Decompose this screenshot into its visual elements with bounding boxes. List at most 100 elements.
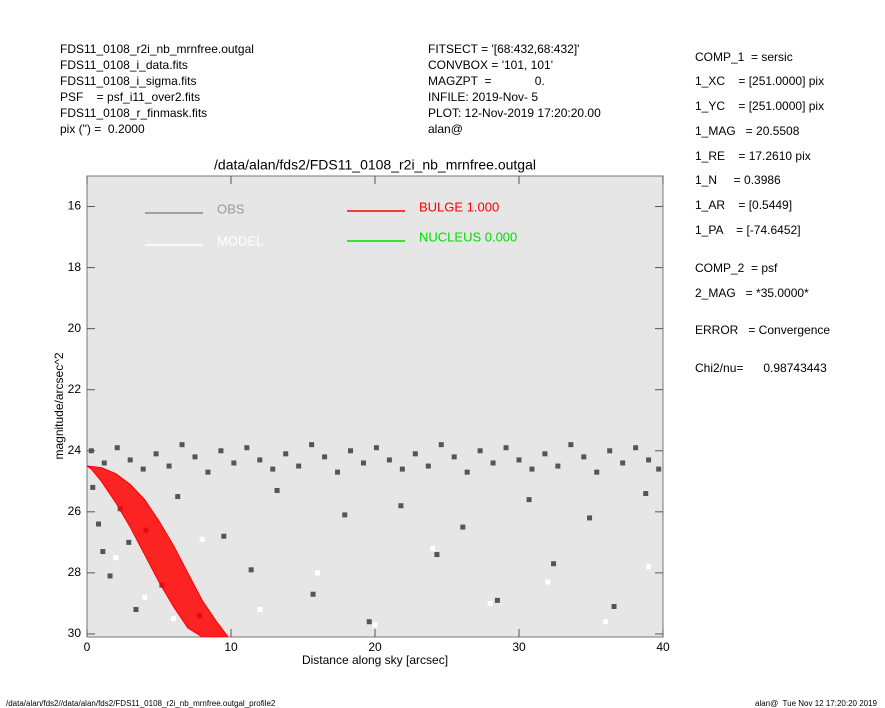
x-axis-label: Distance along sky [arcsec] [302,653,448,667]
header-line: FDS11_0108_r_finmask.fits [60,106,208,120]
header-line: FDS11_0108_i_sigma.fits [60,74,197,88]
data-point [88,448,94,454]
data-point [412,451,418,457]
data-point [581,454,587,460]
panel-line: ERROR = Convergence [695,323,831,337]
data-point [464,469,470,475]
data-point [620,460,626,466]
data-point [257,607,263,613]
header-line: MAGZPT = 0. [428,74,545,88]
data-point [487,600,493,606]
y-tick-label: 22 [68,382,82,396]
x-tick-label: 40 [656,640,670,654]
data-point [231,460,237,466]
panel-line: 1_AR = [0.5449] [695,198,793,212]
data-point [503,445,509,451]
data-point [205,469,211,475]
y-tick-label: 20 [68,321,82,335]
panel-line: COMP_2 = psf [695,261,778,275]
data-point [460,524,466,530]
header-line: FITSECT = '[68:432,68:432]' [428,42,580,56]
data-point [516,457,522,463]
data-point [296,463,302,469]
data-point [602,619,608,625]
data-point [494,597,500,603]
data-point [257,457,263,463]
data-point [366,619,372,625]
header-line: CONVBOX = '101, 101' [428,58,553,72]
data-point [646,457,652,463]
data-point [101,460,107,466]
data-point [199,536,205,542]
data-point [127,457,133,463]
header-line: FDS11_0108_i_data.fits [60,58,188,72]
panel-line: 2_MAG = *35.0000* [695,286,809,300]
data-point [221,533,227,539]
data-point [451,454,457,460]
data-point [179,442,185,448]
data-point [274,487,280,493]
data-point [611,603,617,609]
data-point [398,503,404,509]
data-point [646,564,652,570]
data-point [342,512,348,518]
data-point [113,555,119,561]
data-point [283,451,289,457]
data-point [633,445,639,451]
data-point [348,448,354,454]
y-tick-label: 16 [68,199,82,213]
data-point [107,573,113,579]
panel-line: 1_PA = [-74.6452] [695,223,801,237]
data-point [335,469,341,475]
data-point [248,567,254,573]
header-line: FDS11_0108_r2i_nb_mrnfree.outgal [60,42,254,56]
data-point [529,466,535,472]
data-point [399,466,405,472]
data-point [555,463,561,469]
footer-right: alan@ Tue Nov 12 17:20:20 2019 [755,699,877,708]
header-line: pix (") = 0.2000 [60,122,145,136]
data-point [322,454,328,460]
data-point [142,594,148,600]
data-point [430,545,436,551]
bulge-profile [87,465,229,637]
legend-label: OBS [217,201,245,216]
y-tick-label: 28 [68,565,82,579]
data-point [425,463,431,469]
header-line: PSF = psf_i11_over2.fits [60,90,201,104]
y-axis-label: magnitude/arcsec^2 [52,352,66,459]
panel-line: 1_N = 0.3986 [695,173,781,187]
data-point [587,515,593,521]
data-point [114,445,120,451]
data-point [100,549,106,555]
data-point [526,497,532,503]
data-point [170,616,176,622]
data-point [477,448,483,454]
panel-line: COMP_1 = sersic [695,50,793,64]
data-point [310,591,316,597]
data-point [90,484,96,490]
data-point [373,445,379,451]
legend-label: NUCLEUS 0.000 [419,229,517,244]
data-point [568,442,574,448]
chart-title: /data/alan/fds2/FDS11_0108_r2i_nb_mrnfre… [214,157,536,173]
footer-left: /data/alan/fds2//data/alan/fds2/FDS11_01… [6,699,276,708]
y-tick-label: 26 [68,504,82,518]
panel-line: 1_YC = [251.0000] pix [695,99,825,113]
data-point [218,448,224,454]
x-tick-label: 20 [368,640,382,654]
data-point [314,570,320,576]
data-point [551,561,557,567]
data-point [545,579,551,585]
data-point [594,469,600,475]
data-point [133,607,139,613]
legend-label: MODEL [217,233,263,248]
header-line: alan@ [428,122,463,136]
x-tick-label: 30 [512,640,526,654]
x-tick-label: 10 [224,640,238,654]
legend-label: BULGE 1.000 [419,199,499,214]
data-point [244,445,250,451]
data-point [175,494,181,500]
data-point [309,442,315,448]
